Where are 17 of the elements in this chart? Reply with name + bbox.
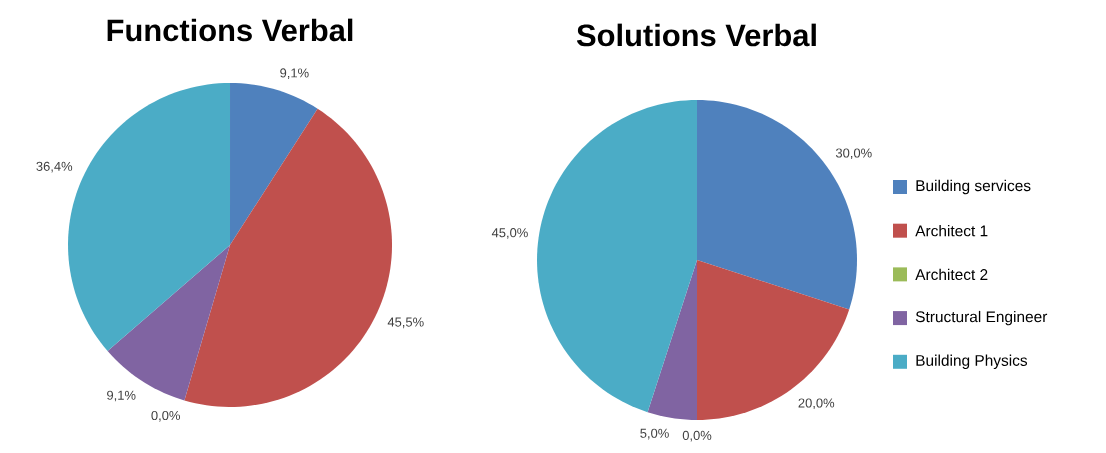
data-label: 20,0% [798,398,835,410]
legend-label: Architect 1 [915,225,988,237]
legend-label: Architect 2 [915,268,988,281]
legend-label: Structural Engineer [915,310,1048,326]
text: 0,0% [682,430,712,442]
chart-title: Solutions Verbal [576,23,816,47]
data-label: 9,1% [107,390,136,402]
data-label: 5,0% [640,428,669,440]
legend-label: Building Physics [916,354,1028,369]
chart-title: Functions Verbal [107,18,353,42]
data-label: 45,0% [491,228,528,239]
data-label: 30,0% [835,148,872,160]
data-label: 9,1% [280,68,309,80]
data-label: 45,5% [387,317,424,329]
legend-label: Building services [916,179,1031,195]
data-label: 36,4% [36,161,73,173]
text: 0,0% [151,410,180,422]
